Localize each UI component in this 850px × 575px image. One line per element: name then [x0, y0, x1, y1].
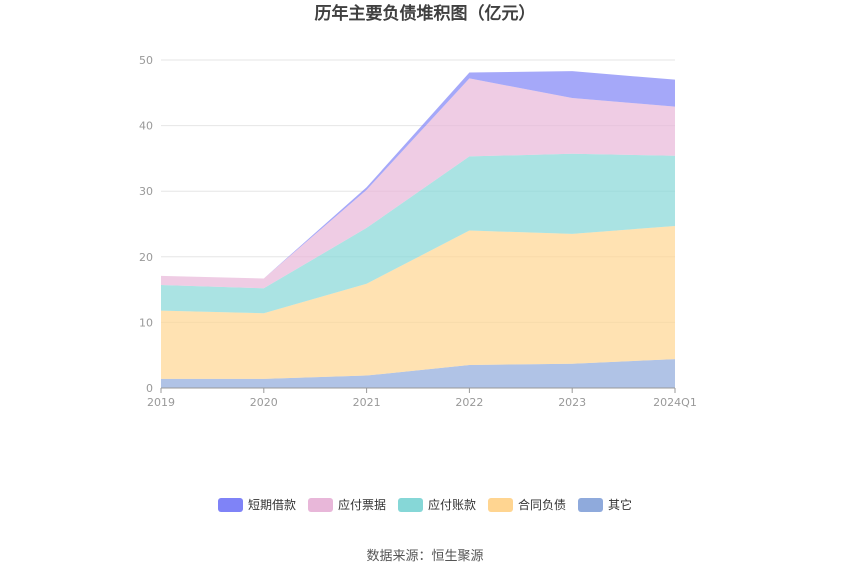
legend-label: 其它 [608, 498, 633, 512]
legend-item[interactable]: 其它 [578, 496, 632, 513]
source-note: 数据来源：恒生聚源 [366, 549, 484, 564]
legend-label: 应付票据 [337, 498, 386, 512]
legend-item[interactable]: 应付账款 [397, 496, 476, 513]
legend-swatch [488, 497, 513, 512]
x-tick-label: 2020 [250, 396, 278, 409]
chart-title: 历年主要负债堆积图（亿元） [314, 4, 536, 24]
x-tick-label: 2023 [558, 396, 586, 409]
legend-label: 合同负债 [518, 498, 567, 512]
area-series-其它 [161, 359, 675, 388]
y-tick-label: 50 [139, 54, 153, 67]
legend-item[interactable]: 合同负债 [488, 496, 566, 513]
y-tick-label: 20 [139, 251, 153, 264]
legend-label: 短期借款 [247, 498, 296, 512]
legend-swatch [578, 497, 604, 512]
y-tick-label: 0 [146, 382, 153, 395]
y-tick-label: 30 [139, 185, 153, 198]
y-tick-label: 40 [139, 120, 153, 133]
legend-item[interactable]: 应付票据 [307, 496, 386, 513]
x-tick-label: 2019 [147, 396, 175, 409]
area-series-应付账款 [161, 153, 675, 314]
x-tick-label: 2022 [455, 396, 483, 409]
x-tick-label: 2021 [353, 396, 381, 409]
axis-layer: 0 10 20 30 40 50 2019 2020 2021 2022 2023 2024Q1 [139, 54, 697, 409]
legend-swatch [307, 497, 333, 512]
area-series-短期借款 [161, 71, 675, 279]
legend-item[interactable]: 短期借款 [217, 496, 296, 513]
area-series-应付票据 [161, 78, 675, 289]
area-layer [161, 71, 675, 388]
legend-label: 应付账款 [427, 498, 476, 512]
y-tick-label: 10 [139, 316, 153, 329]
area-series-合同负债 [161, 225, 675, 379]
legend-swatch [397, 497, 423, 512]
legend-swatch [217, 497, 243, 512]
x-tick-label: 2024Q1 [653, 396, 697, 409]
legend: 短期借款 应付票据 应付账款 合同负债 其它 [0, 496, 850, 513]
